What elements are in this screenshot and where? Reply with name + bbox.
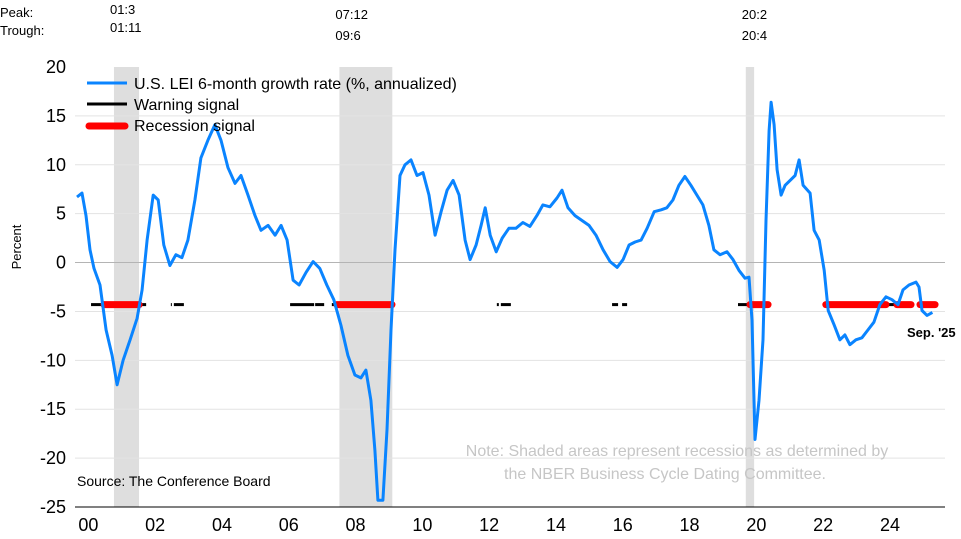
legend: U.S. LEI 6-month growth rate (%, annuali…	[85, 76, 457, 135]
recession-band	[339, 67, 393, 507]
y-tick-label: 5	[56, 204, 66, 224]
y-tick-label: -15	[40, 399, 66, 419]
trough-header: Trough:	[0, 23, 44, 38]
y-tick-label: -20	[40, 448, 66, 468]
series-lines	[76, 100, 934, 502]
end-label: Sep. '25	[907, 325, 956, 340]
trough-date: 09:6	[335, 28, 360, 43]
x-tick-label: 06	[279, 515, 299, 535]
peak-date: 07:12	[335, 7, 368, 22]
y-tick-label: -5	[50, 301, 66, 321]
note-line-1: Note: Shaded areas represent recessions …	[466, 443, 888, 460]
x-tick-label: 18	[680, 515, 700, 535]
y-tick-label: 15	[46, 106, 66, 126]
legend-label-warning: Warning signal	[134, 97, 239, 114]
x-tick-labels: 00 02 04 06 08 10 12 14 16 18 20 22 24	[78, 515, 900, 535]
x-tick-label: 10	[412, 515, 432, 535]
trough-date: 20:4	[742, 28, 767, 43]
trough-date: 01:11	[110, 20, 142, 35]
x-tick-label: 16	[613, 515, 633, 535]
x-tick-label: 04	[212, 515, 232, 535]
gridlines	[75, 115, 945, 508]
x-tick-label: 00	[78, 515, 98, 535]
x-tick-label: 22	[813, 515, 833, 535]
peak-header: Peak:	[0, 5, 33, 20]
legend-label-recession: Recession signal	[134, 118, 255, 135]
x-tick-label: 02	[145, 515, 165, 535]
peak-trough-dates: 01:3 01:11 07:12 09:6 20:2 20:4	[110, 2, 767, 43]
x-tick-label: 08	[346, 515, 366, 535]
y-tick-label: 0	[56, 253, 66, 273]
peak-date: 20:2	[742, 7, 767, 22]
x-tick-label: 24	[880, 515, 900, 535]
x-tick-label: 20	[746, 515, 766, 535]
note-line-2: the NBER Business Cycle Dating Committee…	[504, 466, 826, 483]
legend-label-lei: U.S. LEI 6-month growth rate (%, annuali…	[134, 76, 457, 93]
x-tick-label: 14	[546, 515, 566, 535]
lei-growth-line	[76, 100, 934, 502]
y-tick-labels: 20 15 10 5 0 -5 -10 -15 -20 -25	[40, 57, 66, 517]
recession-band	[113, 67, 140, 507]
y-tick-label: -25	[40, 497, 66, 517]
source-note: Source: The Conference Board	[77, 473, 271, 489]
y-axis-label: Percent	[9, 224, 24, 269]
peak-date: 01:3	[110, 2, 135, 17]
y-tick-label: -10	[40, 350, 66, 370]
y-tick-label: 10	[46, 155, 66, 175]
x-tick-label: 12	[479, 515, 499, 535]
y-tick-label: 20	[46, 57, 66, 77]
